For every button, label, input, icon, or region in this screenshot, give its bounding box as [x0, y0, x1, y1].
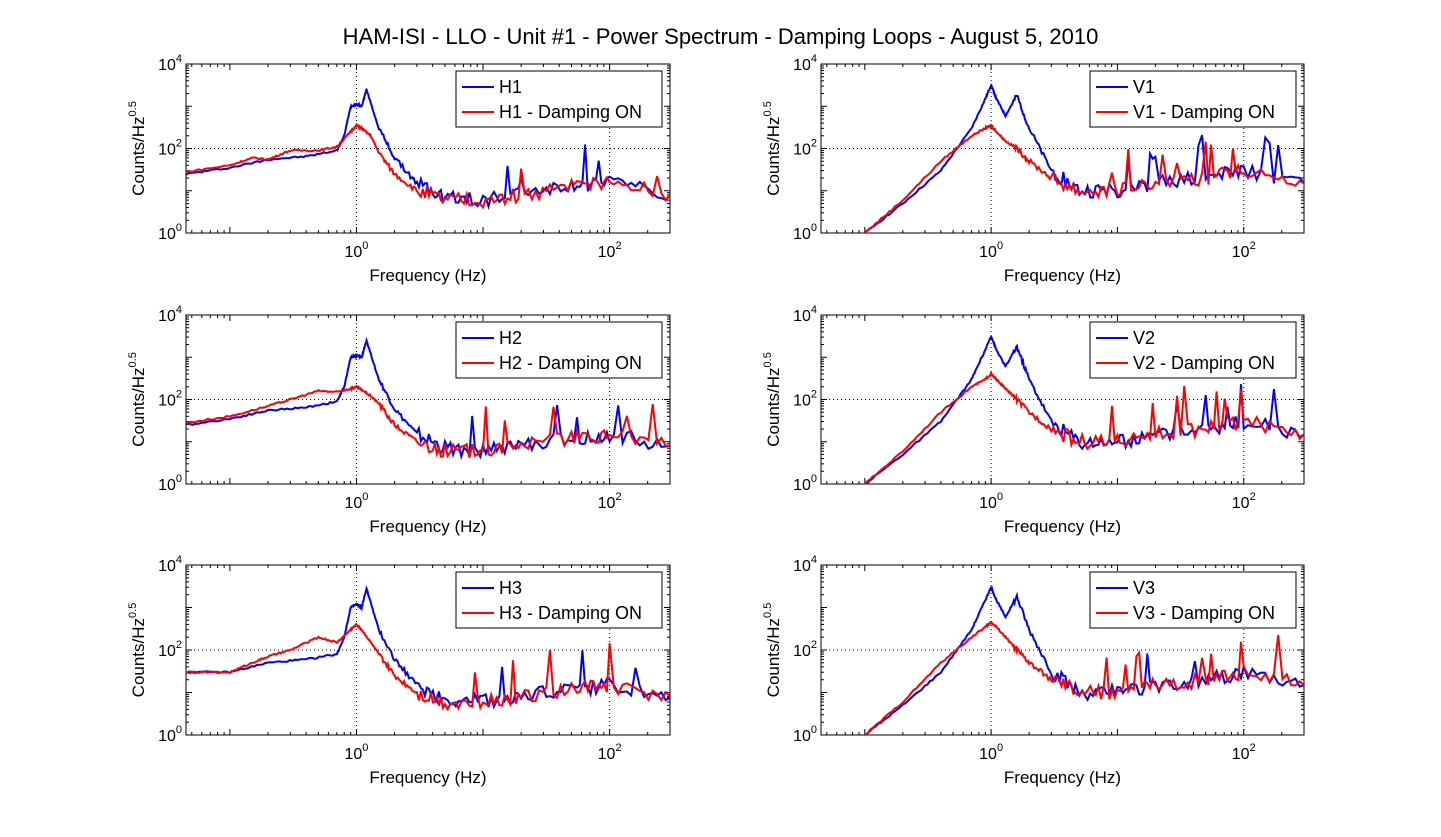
y-axis-label: Counts/Hz0.5 — [127, 603, 148, 698]
legend-entry: V2 — [1133, 328, 1155, 348]
legend-entry: V2 - Damping ON — [1133, 353, 1275, 373]
legend-entry: H3 - Damping ON — [499, 603, 642, 623]
legend-box — [1089, 571, 1297, 629]
y-tick-label: 102 — [793, 138, 817, 159]
series-line-v2 — [864, 335, 1304, 484]
y-axis-label: Counts/Hz0.5 — [762, 352, 783, 447]
subplot-4: 100 102 100 102 104 Frequency (Hz) Counts/Hz0.… — [762, 304, 1305, 536]
legend: H2 H2 - Damping ON — [455, 321, 663, 379]
y-tick-label: 104 — [793, 304, 817, 325]
y-tick-label: 100 — [158, 222, 182, 243]
series-line-v3-damping-on — [864, 620, 1304, 735]
x-axis-label: Frequency (Hz) — [1004, 266, 1121, 285]
y-axis-label: Counts/Hz0.5 — [762, 101, 783, 196]
series-line-h2-damping-on — [186, 384, 670, 459]
series-line-h1-damping-on — [186, 122, 670, 210]
figure-title: HAM-ISI - LLO - Unit #1 - Power Spectrum… — [342, 24, 1099, 49]
legend-entry: H3 — [499, 578, 522, 598]
subplot-2: 100 102 100 102 104 Frequency (Hz) Counts/Hz0.… — [762, 53, 1305, 285]
legend: V3 V3 - Damping ON — [1089, 571, 1297, 629]
x-tick-label: 100 — [979, 491, 1003, 512]
x-tick-label: 100 — [345, 240, 369, 261]
legend-box — [1089, 70, 1297, 128]
x-tick-label: 100 — [979, 742, 1003, 763]
y-tick-label: 100 — [793, 724, 817, 745]
legend-box — [455, 70, 663, 128]
y-tick-label: 102 — [158, 138, 182, 159]
y-tick-label: 104 — [158, 554, 182, 575]
legend: H3 H3 - Damping ON — [455, 571, 663, 629]
legend-entry: H1 - Damping ON — [499, 102, 642, 122]
x-axis-label: Frequency (Hz) — [369, 517, 486, 536]
y-tick-label: 102 — [793, 389, 817, 410]
subplot-5: 100 102 100 102 104 Frequency (Hz) Counts/Hz0.… — [127, 554, 671, 787]
legend-entry: V1 - Damping ON — [1133, 102, 1275, 122]
series-line-h3-damping-on — [186, 622, 670, 712]
y-tick-label: 100 — [158, 724, 182, 745]
x-tick-label: 102 — [1232, 491, 1256, 512]
x-axis-label: Frequency (Hz) — [369, 768, 486, 787]
x-axis-label: Frequency (Hz) — [369, 266, 486, 285]
legend-box — [455, 321, 663, 379]
legend-entry: H2 - Damping ON — [499, 353, 642, 373]
y-tick-label: 102 — [158, 389, 182, 410]
legend-box — [455, 571, 663, 629]
legend-entry: V1 — [1133, 77, 1155, 97]
x-tick-label: 100 — [979, 240, 1003, 261]
y-tick-label: 104 — [793, 53, 817, 74]
y-axis-label: Counts/Hz0.5 — [127, 352, 148, 447]
x-tick-label: 102 — [598, 742, 622, 763]
legend-entry: V3 — [1133, 578, 1155, 598]
legend-entry: V3 - Damping ON — [1133, 603, 1275, 623]
subplot-1: 100 102 100 102 104 Frequency (Hz) Counts/Hz0.… — [127, 53, 671, 285]
x-axis-label: Frequency (Hz) — [1004, 517, 1121, 536]
series-line-v2-damping-on — [864, 371, 1304, 484]
y-tick-label: 100 — [793, 473, 817, 494]
y-axis-label: Counts/Hz0.5 — [762, 603, 783, 698]
legend: H1 H1 - Damping ON — [455, 70, 663, 128]
x-tick-label: 102 — [1232, 240, 1256, 261]
subplot-6: 100 102 100 102 104 Frequency (Hz) Counts/Hz0.… — [762, 554, 1305, 787]
x-tick-label: 102 — [1232, 742, 1256, 763]
y-tick-label: 102 — [158, 639, 182, 660]
y-tick-label: 100 — [158, 473, 182, 494]
series-line-v1-damping-on — [864, 124, 1304, 233]
y-tick-label: 104 — [158, 53, 182, 74]
legend-box — [1089, 321, 1297, 379]
y-tick-label: 102 — [793, 639, 817, 660]
x-tick-label: 102 — [598, 491, 622, 512]
series-line-v3 — [864, 585, 1304, 735]
legend-entry: H1 — [499, 77, 522, 97]
y-tick-label: 104 — [158, 304, 182, 325]
legend-entry: H2 — [499, 328, 522, 348]
x-tick-label: 100 — [345, 491, 369, 512]
x-axis-label: Frequency (Hz) — [1004, 768, 1121, 787]
legend: V1 V1 - Damping ON — [1089, 70, 1297, 128]
y-axis-label: Counts/Hz0.5 — [127, 101, 148, 196]
subplot-3: 100 102 100 102 104 Frequency (Hz) Counts/Hz0.… — [127, 304, 671, 536]
x-tick-label: 102 — [598, 240, 622, 261]
x-tick-label: 100 — [345, 742, 369, 763]
y-tick-label: 104 — [793, 554, 817, 575]
legend: V2 V2 - Damping ON — [1089, 321, 1297, 379]
y-tick-label: 100 — [793, 222, 817, 243]
